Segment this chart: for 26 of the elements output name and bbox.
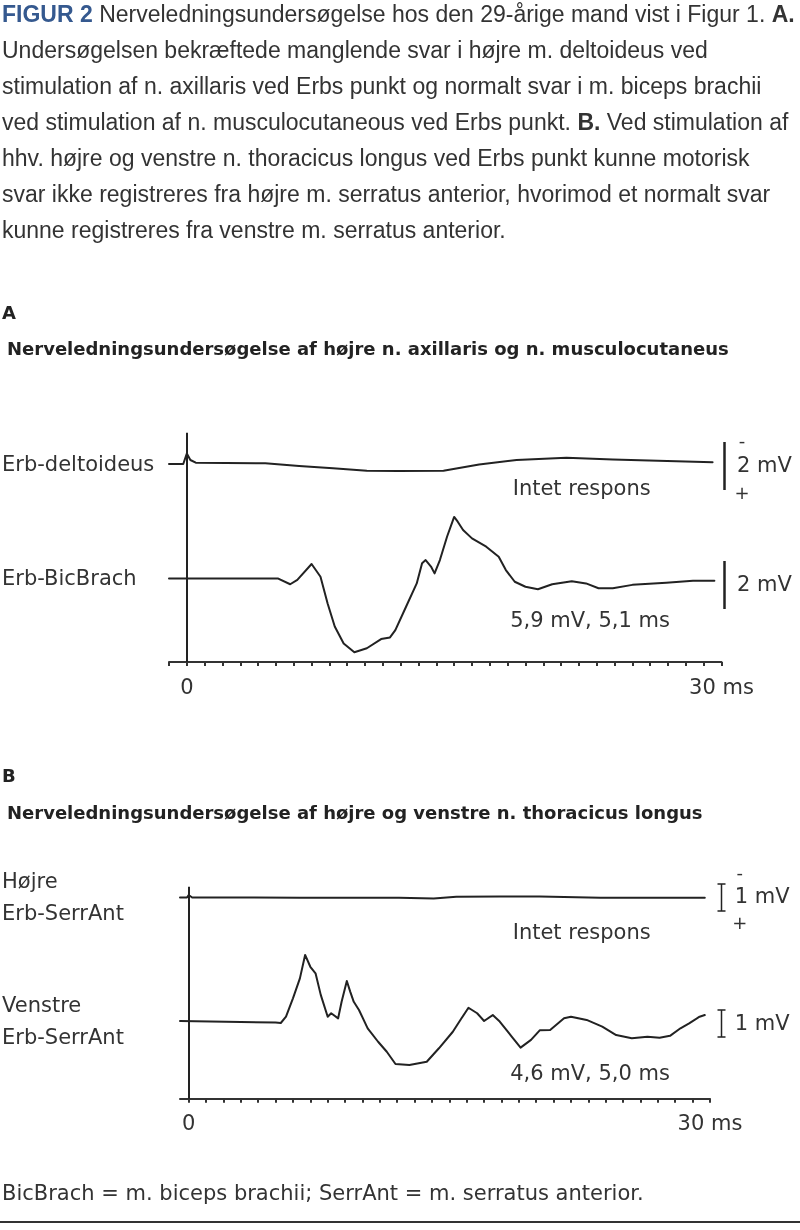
- chart-title: Nerveledningsundersøgelse af højre n. axillaris og n. musculocutaneus: [7, 337, 729, 359]
- text: +: [732, 912, 748, 933]
- x-tick-label: 30 ms: [677, 1111, 743, 1136]
- annotation: Intet respons: [512, 475, 651, 500]
- text: +: [734, 482, 750, 504]
- x-tick-label: 0: [180, 674, 194, 699]
- text: Højre Erb-SerrAnt: [2, 869, 124, 926]
- text: B: [2, 764, 16, 786]
- annotation: 4,6 mV, 5,0 ms: [510, 1060, 670, 1085]
- series-label: Erb-deltoideus: [2, 451, 155, 476]
- annotation: 5,9 mV, 5,1 ms: [510, 608, 670, 633]
- text: 1 mV: [734, 1010, 791, 1035]
- text: 2 mV: [737, 572, 793, 597]
- x-tick-label: 30 ms: [689, 674, 754, 699]
- text: BicBrach = m. biceps brachii; SerrAnt = m. serratus anterior.: [2, 1180, 644, 1207]
- text: -: [736, 862, 743, 883]
- text: Venstre Erb-SerrAnt: [2, 992, 124, 1049]
- text: 2 mV: [737, 452, 793, 477]
- x-tick-label: 0: [182, 1111, 196, 1136]
- chart-title: Nerveledningsundersøgelse af højre og venstre n. thoracicus longus: [7, 801, 703, 823]
- text: FIGUR 2 Nerveledningsundersøgelse hos den 29-årige mand vist i Figur 1. A. Undersøgelsen bekræftede manglende svar i højre m. deltoideus ved stimulation af n. axillaris ved Erbs punkt og normalt svar i m. biceps brachii ved stimulation af n. musculocutaneous ved Erbs punkt. B. Ved stimulation af hhv. højre og venstre n. thoracicus longus ved Erbs punkt kunne motorisk svar ikke registreres fra højre m. serratus anterior, hvorimod et normalt svar kunne registreres fra venstre m. serratus anterior.: [2, 1, 795, 243]
- text: A: [2, 301, 16, 323]
- annotation: Intet respons: [512, 920, 651, 945]
- text: 1 mV: [734, 884, 791, 909]
- series-label: Erb-BicBrach: [2, 566, 137, 591]
- text: -: [738, 430, 746, 452]
